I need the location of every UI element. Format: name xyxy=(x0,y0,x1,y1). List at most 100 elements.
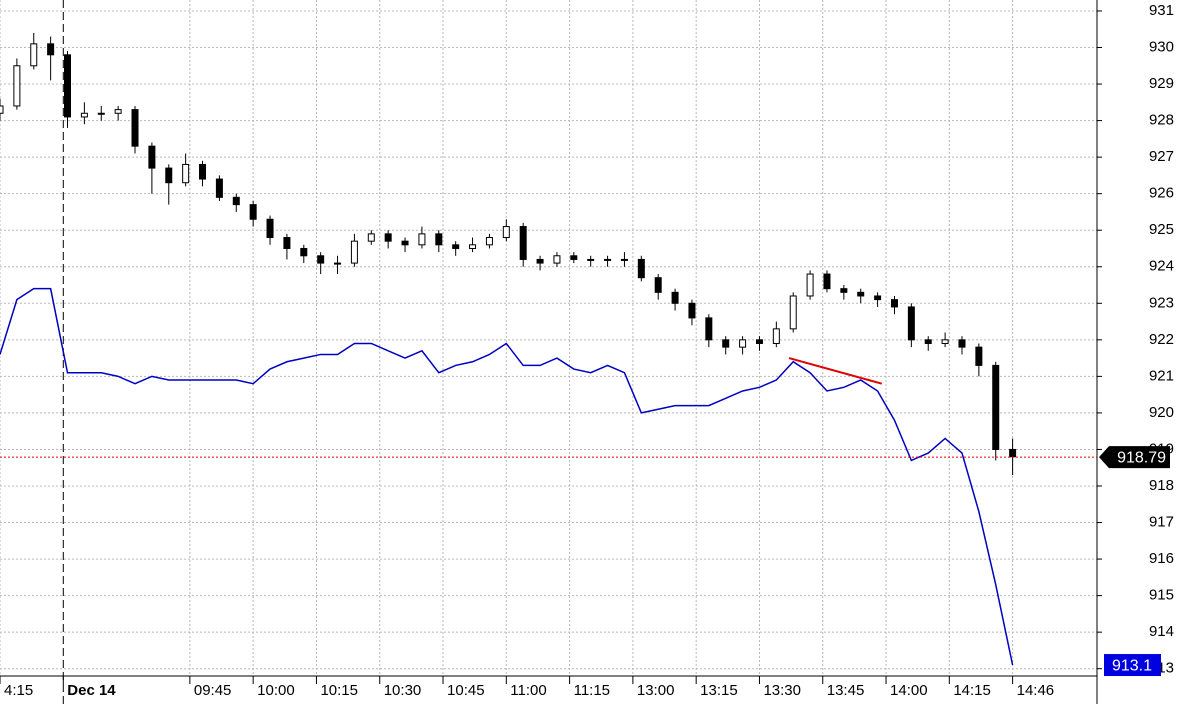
candle-body xyxy=(1009,448,1017,458)
candle-body xyxy=(975,346,983,366)
candle-body xyxy=(0,105,4,114)
candle-body xyxy=(215,178,223,198)
candle-body xyxy=(80,112,88,118)
candle-body xyxy=(739,339,747,348)
candle-body xyxy=(890,299,898,308)
candle-body xyxy=(266,218,274,239)
x-tick-label: 10:30 xyxy=(384,682,422,699)
candle-body xyxy=(367,233,375,242)
candle-body xyxy=(840,288,848,293)
x-tick-label: 09:45 xyxy=(194,682,232,699)
candle-body xyxy=(587,258,595,261)
candle-body xyxy=(519,226,527,260)
candle-body xyxy=(485,237,493,246)
x-tick-label: Dec 14 xyxy=(67,682,116,699)
y-tick-label: 925 xyxy=(1149,221,1174,238)
candle-body xyxy=(47,43,55,56)
x-tick-label: 4:15 xyxy=(4,682,33,699)
candle-body xyxy=(502,226,510,239)
candle-body xyxy=(941,339,949,344)
candle-body xyxy=(637,258,645,279)
x-tick-label: 11:15 xyxy=(574,682,610,699)
candle-body xyxy=(64,54,72,118)
candle-body xyxy=(334,262,342,265)
candle-body xyxy=(435,233,443,246)
x-tick-label: 14:00 xyxy=(890,682,928,699)
y-tick-label: 922 xyxy=(1149,331,1174,348)
candle-body xyxy=(165,167,173,184)
x-tick-label: 13:00 xyxy=(637,682,675,699)
candle-body xyxy=(13,65,21,107)
candle-body xyxy=(131,109,139,147)
last-line-box xyxy=(1104,654,1161,677)
y-tick-label: 929 xyxy=(1149,75,1174,92)
candle-body xyxy=(148,145,156,169)
candle-body xyxy=(958,339,966,348)
candle-body xyxy=(418,233,426,246)
candle-body xyxy=(992,364,1000,450)
candle-body xyxy=(874,295,882,301)
candle-body xyxy=(350,240,358,264)
candle-body xyxy=(604,258,612,261)
x-tick-label: 13:45 xyxy=(827,682,865,699)
candle-body xyxy=(772,328,780,344)
candle-body xyxy=(924,339,932,344)
candle-body xyxy=(536,258,544,264)
y-tick-label: 915 xyxy=(1149,587,1174,604)
x-tick-label: 13:15 xyxy=(700,682,738,699)
y-tick-label: 931 xyxy=(1149,2,1174,19)
candle-body xyxy=(199,163,207,180)
candle-body xyxy=(553,255,561,264)
x-tick-label: 13:30 xyxy=(763,682,801,699)
x-tick-label: 11:00 xyxy=(510,682,546,699)
candle-body xyxy=(97,112,105,115)
candle-body xyxy=(671,291,679,304)
candle-body xyxy=(806,273,814,297)
y-tick-label: 920 xyxy=(1149,404,1174,421)
candle-body xyxy=(654,277,662,293)
line-series xyxy=(0,287,1014,666)
y-tick-label: 914 xyxy=(1149,623,1174,640)
x-tick-label: 10:00 xyxy=(257,682,295,699)
y-tick-label: 924 xyxy=(1149,258,1174,275)
y-tick-label: 926 xyxy=(1149,185,1174,202)
candle-body xyxy=(857,291,865,297)
candle-body xyxy=(705,317,713,341)
y-tick-label: 927 xyxy=(1149,148,1174,165)
y-tick-label: 917 xyxy=(1149,513,1174,530)
y-tick-label: 930 xyxy=(1149,38,1174,55)
candle-body xyxy=(452,244,460,249)
x-tick-label: 10:45 xyxy=(447,682,485,699)
candle-body xyxy=(789,295,797,330)
candle-body xyxy=(317,255,325,264)
candle-body xyxy=(30,43,38,67)
last-line-label: 913.1 xyxy=(1112,657,1152,674)
candle-body xyxy=(469,244,477,249)
candle-body xyxy=(401,240,409,246)
x-tick-label: 10:15 xyxy=(320,682,358,699)
trendline xyxy=(788,357,883,385)
candle-body xyxy=(300,247,308,257)
candle-body xyxy=(755,339,763,344)
y-tick-label: 928 xyxy=(1149,112,1174,129)
candle-body xyxy=(570,255,578,260)
y-tick-label: 918 xyxy=(1149,477,1174,494)
y-tick-label: 916 xyxy=(1149,550,1174,567)
y-tick-label: 923 xyxy=(1149,294,1174,311)
y-tick-label: 921 xyxy=(1149,367,1174,384)
last-price-label: 918.79 xyxy=(1117,449,1166,466)
candle-body xyxy=(907,306,915,341)
x-tick-label: 14:15 xyxy=(953,682,991,699)
candle-body xyxy=(283,237,291,249)
candle-body xyxy=(722,339,730,348)
candle-body xyxy=(823,273,831,290)
candle-body xyxy=(249,204,257,220)
last-price-box xyxy=(1099,446,1170,469)
candle-body xyxy=(232,196,240,206)
candle-body xyxy=(688,302,696,319)
candle-body xyxy=(182,163,190,184)
candle-body xyxy=(384,233,392,242)
